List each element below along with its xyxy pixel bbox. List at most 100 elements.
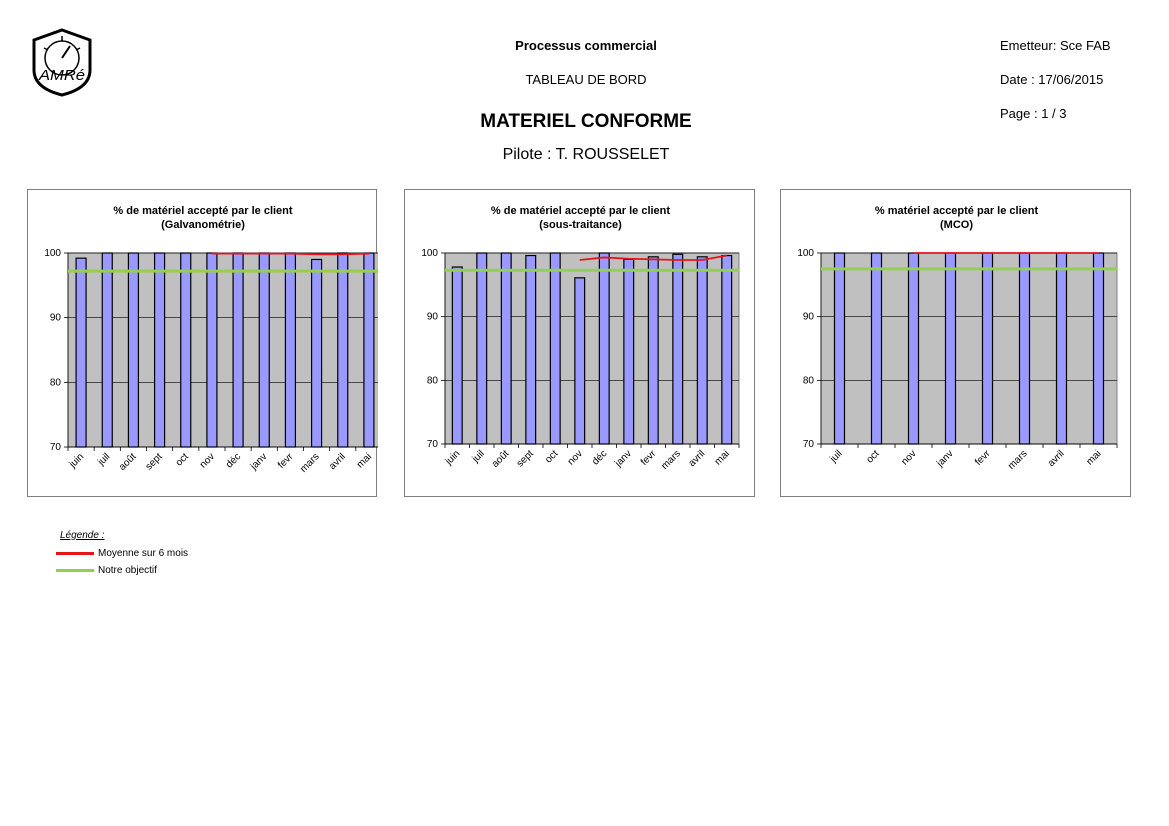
bar <box>574 277 586 445</box>
plot-area <box>444 252 740 445</box>
x-tick-label: juil <box>95 451 112 468</box>
x-tick-label: juin <box>443 448 463 468</box>
x-tick-label: nov <box>566 448 585 467</box>
legend-label-target: Notre objectif <box>98 565 157 576</box>
date-label: Date : 17/06/2015 <box>1000 72 1104 87</box>
emitter-label: Emetteur: Sce FAB <box>1000 38 1111 53</box>
x-tick-label: sept <box>515 448 536 469</box>
svg-text:AMRé: AMRé <box>38 67 85 84</box>
x-tick-label: avril <box>1046 448 1067 469</box>
pilot-label: Pilote : T. ROUSSELET <box>502 146 670 163</box>
x-tick-label: oct <box>543 448 560 465</box>
x-tick-label: sept <box>144 451 165 472</box>
x-tick-label: mai <box>355 451 374 470</box>
y-tick-label: 100 <box>44 248 61 259</box>
bar <box>153 252 166 448</box>
x-tick-label: nov <box>899 448 918 467</box>
y-tick-label: 100 <box>797 248 814 259</box>
y-tick-label: 90 <box>427 312 439 323</box>
x-tick-label: juil <box>470 448 487 465</box>
x-tick-label: oct <box>864 448 881 465</box>
x-tick-label: juin <box>67 451 87 471</box>
bar <box>232 252 244 448</box>
legend-swatch-target <box>56 569 94 572</box>
board-title: TABLEAU DE BORD <box>525 72 647 87</box>
bar <box>337 252 349 448</box>
bar <box>180 252 192 448</box>
chart-title-line: (Galvanométrie) <box>161 219 245 231</box>
bar <box>525 254 537 445</box>
bar <box>476 252 488 445</box>
bar <box>363 252 375 448</box>
x-tick-label: mars <box>1006 448 1030 472</box>
chart-galvanometrie: % de matériel accepté par le client (Galv… <box>27 189 378 497</box>
legend-swatch-average <box>56 552 94 555</box>
bar <box>451 266 463 445</box>
bar <box>647 256 659 445</box>
x-tick-label: août <box>117 451 139 473</box>
x-tick-label: avril <box>327 451 348 472</box>
x-tick-label: juil <box>827 448 844 465</box>
bar <box>907 252 920 445</box>
bar <box>598 252 610 445</box>
page-title: MATERIEL CONFORME <box>480 111 692 132</box>
page-number: Page : 1 / 3 <box>1000 106 1067 121</box>
x-tick-label: mai <box>1084 448 1103 467</box>
x-tick-label: janv <box>612 448 633 469</box>
x-tick-label: janv <box>934 448 955 469</box>
average-line <box>211 252 369 256</box>
chart-mco: % matériel accepté par le client (MCO) 70 8… <box>780 189 1131 497</box>
x-tick-label: mars <box>659 448 683 472</box>
chart-sous-traitance: % de matériel accepté par le client (sous… <box>404 189 755 497</box>
x-tick-label: août <box>490 448 512 470</box>
chart-svg: % de matériel accepté par le client (sous… <box>421 205 740 472</box>
legend-title: Légende : <box>60 530 105 541</box>
y-tick-label: 90 <box>803 312 815 323</box>
bar <box>981 252 994 445</box>
x-tick-label: fevr <box>639 448 659 468</box>
chart-title-line: % matériel accepté par le client <box>875 205 1039 217</box>
bar <box>258 252 270 448</box>
bar <box>549 252 561 445</box>
y-tick-label: 80 <box>427 375 439 386</box>
x-tick-label: mars <box>298 451 322 475</box>
x-tick-label: fevr <box>973 448 993 468</box>
chart-svg: % de matériel accepté par le client (Galv… <box>44 205 378 475</box>
bar <box>623 258 635 445</box>
bar <box>721 254 733 445</box>
bar <box>1055 252 1068 445</box>
y-tick-label: 80 <box>50 377 62 388</box>
bar <box>101 252 113 448</box>
bar <box>500 252 512 445</box>
x-tick-label: déc <box>224 451 243 470</box>
chart-title-line: % de matériel accepté par le client <box>113 205 292 217</box>
legend-item-average: Moyenne sur 6 mois <box>56 545 188 562</box>
x-tick-label: janv <box>248 451 269 472</box>
bar <box>672 253 684 445</box>
bar <box>833 252 846 445</box>
x-tick-label: mai <box>713 448 732 467</box>
process-title: Processus commercial <box>515 38 657 53</box>
bar <box>310 258 323 448</box>
x-tick-label: déc <box>590 448 609 467</box>
plot-area <box>67 252 378 448</box>
y-tick-label: 100 <box>421 248 438 259</box>
bar <box>284 252 297 448</box>
bar <box>127 252 140 448</box>
chart-title-line: % de matériel accepté par le client <box>491 205 670 217</box>
bar <box>870 252 883 445</box>
chart-title-line: (MCO) <box>940 219 973 231</box>
y-tick-label: 70 <box>803 439 815 450</box>
legend-label-average: Moyenne sur 6 mois <box>98 548 189 559</box>
legend-item-target: Notre objectif <box>56 562 188 579</box>
company-logo: AMRé <box>30 28 94 98</box>
x-tick-label: avril <box>687 448 708 469</box>
y-tick-label: 90 <box>50 313 62 324</box>
y-tick-label: 70 <box>427 439 439 450</box>
bar <box>696 256 708 445</box>
y-tick-label: 70 <box>50 442 62 453</box>
average-line <box>579 254 727 261</box>
x-tick-label: fevr <box>276 451 296 471</box>
x-tick-label: nov <box>198 451 217 470</box>
bar <box>206 252 218 448</box>
